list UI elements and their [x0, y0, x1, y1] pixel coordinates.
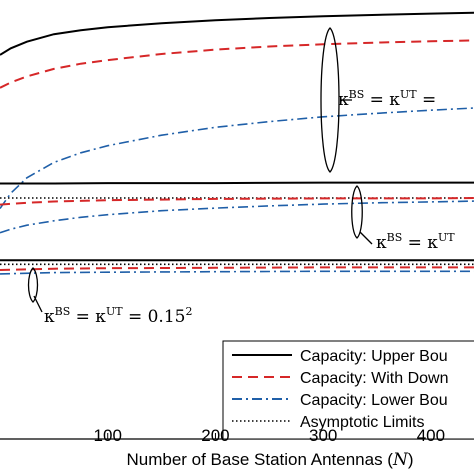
series-line-group1-dashdot — [0, 107, 474, 209]
legend-label-with-down: Capacity: With Down — [300, 370, 449, 387]
annotation-group2: κBS = κUT — [376, 231, 455, 253]
series-line-group1-solid — [0, 11, 474, 56]
x-tick-labels: 100 200 300 400 — [94, 426, 446, 445]
x-tick-label: 100 — [94, 426, 122, 445]
series-line-group1-dashed — [0, 39, 474, 89]
group2-leader — [359, 231, 373, 245]
series-line-group2-solid — [0, 181, 474, 185]
legend-label-asymptotic: Asymptotic Limits — [300, 414, 424, 431]
annotation-group1: κBS = κUT = — [338, 88, 436, 110]
group2-ellipse — [351, 185, 363, 239]
series-group — [0, 11, 474, 275]
series-line-group2-dashed — [0, 197, 474, 206]
x-axis-label: Number of Base Station Antennas (N) — [126, 450, 413, 470]
group3-leader — [33, 295, 43, 313]
legend-label-lower: Capacity: Lower Bou — [300, 392, 448, 409]
annotation-group3: κBS = κUT = 0.152 — [44, 305, 192, 327]
legend-label-upper: Capacity: Upper Bou — [300, 348, 448, 365]
group3-ellipse — [27, 267, 39, 303]
group1-ellipse — [320, 27, 340, 173]
series-line-group3-dashed — [0, 266, 474, 271]
x-tick-label: 400 — [417, 426, 445, 445]
legend-box — [222, 340, 474, 440]
x-tick-label: 200 — [201, 426, 229, 445]
series-line-group2-dashdot — [0, 200, 474, 234]
series-line-group3-dashdot — [0, 270, 474, 275]
x-tick-label: 300 — [309, 426, 337, 445]
annotation-marks — [27, 27, 373, 313]
legend: Capacity: Upper Bou Capacity: With Down … — [222, 340, 474, 440]
